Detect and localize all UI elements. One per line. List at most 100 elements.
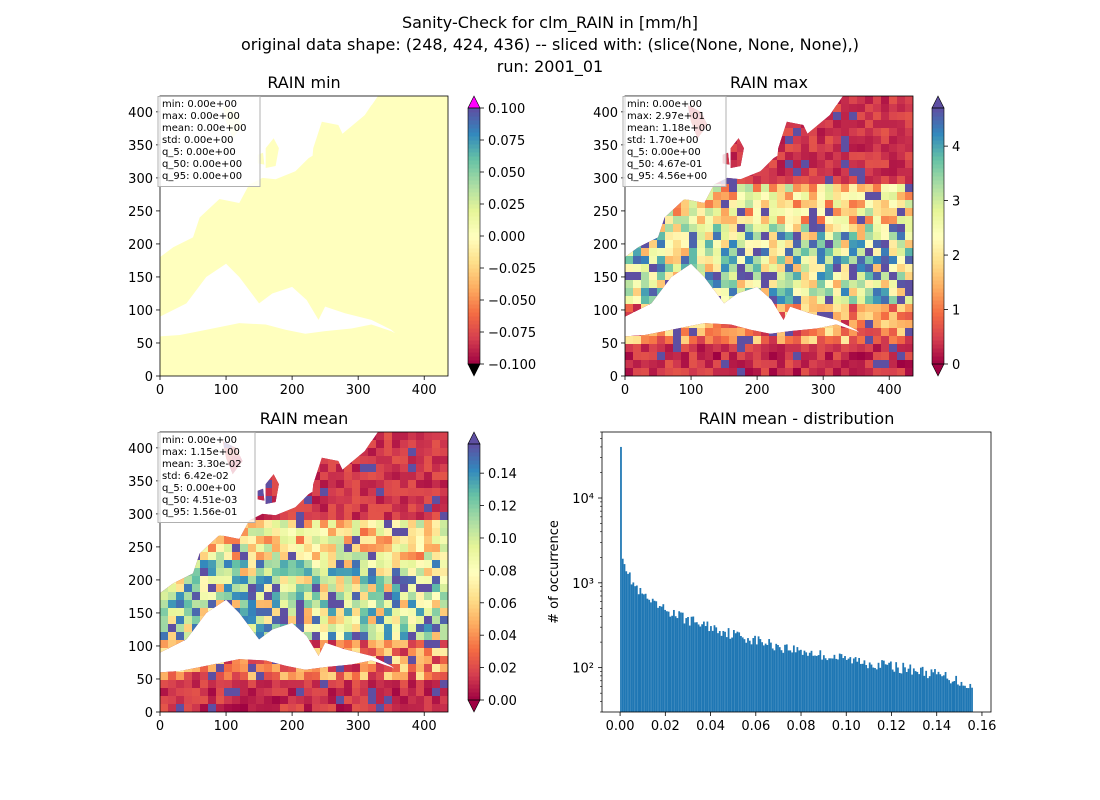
field-cell: [416, 648, 424, 656]
field-cell: [392, 640, 400, 648]
field-cell: [761, 216, 769, 224]
field-cell: [336, 568, 344, 576]
field-cell: [793, 208, 801, 216]
histogram-bar: [905, 672, 908, 712]
field-cell: [408, 480, 416, 488]
field-cell: [761, 288, 769, 296]
field-cell: [641, 336, 649, 344]
field-cell: [392, 632, 400, 640]
field-cell: [408, 504, 416, 512]
field-cell: [272, 664, 280, 672]
field-cell: [392, 528, 400, 536]
field-cell: [200, 648, 208, 656]
field-cell: [352, 624, 360, 632]
field-cell: [625, 208, 633, 216]
field-cell: [817, 176, 825, 184]
field-cell: [761, 136, 769, 144]
histogram-bar: [741, 637, 744, 712]
field-cell: [849, 120, 857, 128]
field-cell: [889, 224, 897, 232]
field-cell: [689, 336, 697, 344]
field-cell: [825, 320, 833, 328]
histogram-bar: [810, 650, 813, 712]
colorbar-segment: [932, 112, 944, 117]
field-cell: [304, 488, 312, 496]
field-cell: [785, 160, 793, 168]
field-cell: [424, 576, 432, 584]
stats-line: mean: 1.18e+00: [627, 123, 711, 134]
histogram-bar: [898, 672, 901, 712]
histogram-bar: [826, 660, 829, 712]
histogram-bar: [923, 675, 926, 712]
field-cell: [304, 464, 312, 472]
field-cell: [857, 368, 865, 376]
field-cell: [344, 568, 352, 576]
field-cell: [336, 664, 344, 672]
histogram-bar: [919, 667, 922, 712]
field-cell: [200, 688, 208, 696]
colorbar-segment: [468, 284, 480, 289]
histogram-bar: [620, 446, 622, 712]
field-cell: [889, 192, 897, 200]
field-cell: [416, 456, 424, 464]
histogram-bar: [902, 662, 905, 712]
field-cell: [697, 240, 705, 248]
field-cell: [328, 672, 336, 680]
field-cell: [857, 312, 865, 320]
field-cell: [248, 600, 256, 608]
field-cell: [352, 496, 360, 504]
colorbar-segment: [468, 192, 480, 197]
colorbar-segment: [468, 600, 480, 605]
field-cell: [721, 184, 729, 192]
field-cell: [312, 448, 320, 456]
field-cell: [801, 96, 809, 104]
field-cell: [649, 264, 657, 272]
field-cell: [745, 200, 753, 208]
field-cell: [384, 496, 392, 504]
field-cell: [344, 496, 352, 504]
colorbar-segment: [468, 528, 480, 533]
field-cell: [384, 440, 392, 448]
field-cell: [777, 360, 785, 368]
field-cell: [248, 592, 256, 600]
field-cell: [801, 168, 809, 176]
field-cell: [785, 184, 793, 192]
field-cell: [905, 280, 913, 288]
field-cell: [384, 528, 392, 536]
colorbar-segment: [468, 244, 480, 249]
stats-line: std: 0.00e+00: [162, 135, 234, 146]
field-cell: [801, 120, 809, 128]
field-cell: [288, 632, 296, 640]
histogram-bar: [653, 600, 656, 712]
histogram-bar: [732, 630, 735, 712]
field-cell: [416, 536, 424, 544]
field-cell: [817, 200, 825, 208]
field-cell: [825, 160, 833, 168]
field-cell: [304, 632, 312, 640]
field-cell: [200, 704, 208, 712]
histogram-bar: [867, 668, 869, 712]
field-cell: [873, 144, 881, 152]
field-cell: [713, 184, 721, 192]
colorbar-segment: [468, 136, 480, 141]
field-cell: [360, 680, 368, 688]
field-cell: [865, 136, 873, 144]
field-cell: [769, 240, 777, 248]
colorbar-segment: [932, 288, 944, 293]
field-cell: [344, 528, 352, 536]
field-cell: [849, 360, 857, 368]
field-cell: [649, 328, 657, 336]
field-cell: [264, 544, 272, 552]
field-cell: [809, 184, 817, 192]
field-cell: [280, 656, 288, 664]
field-cell: [208, 696, 216, 704]
field-cell: [665, 352, 673, 360]
field-cell: [416, 680, 424, 688]
field-cell: [873, 272, 881, 280]
field-cell: [801, 336, 809, 344]
field-cell: [729, 96, 737, 104]
field-cell: [817, 168, 825, 176]
field-cell: [881, 360, 889, 368]
field-cell: [761, 96, 769, 104]
field-cell: [424, 528, 432, 536]
